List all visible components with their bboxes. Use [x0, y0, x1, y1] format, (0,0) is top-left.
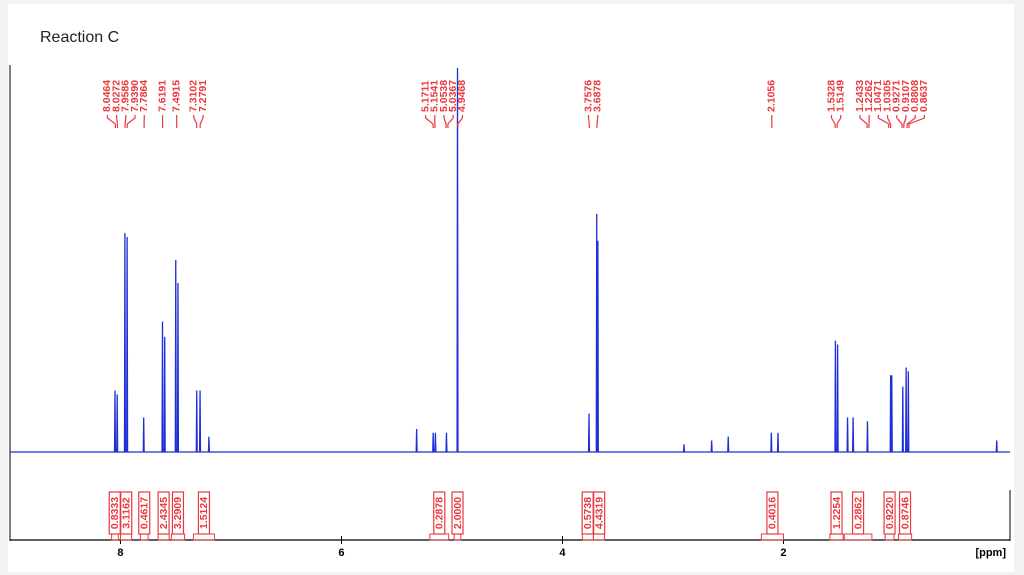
peak-label: 1.5149: [834, 80, 846, 112]
integral-box: [157, 491, 170, 535]
integral-box: [898, 491, 912, 535]
peak-leader: [903, 115, 907, 128]
peak-label: 4.9468: [456, 80, 468, 112]
peak-label: 7.9586: [120, 80, 132, 112]
peak-leader: [116, 115, 119, 128]
peak-label: 7.3102: [188, 80, 200, 112]
integral-label: 3.1162: [121, 497, 133, 529]
integral-box: [830, 491, 843, 535]
peak-leader: [859, 115, 868, 128]
peak-label: 3.6878: [592, 80, 604, 112]
peak-leader: [443, 115, 447, 128]
integral-label: 0.8333: [109, 497, 121, 529]
x-axis-label: [ppm]: [975, 547, 1006, 559]
integral-box: [138, 491, 151, 535]
chart-title: Reaction C: [40, 29, 119, 46]
peak-label: 7.9390: [129, 80, 141, 112]
peak-label: 2.1056: [766, 80, 778, 112]
peak-label: 0.9271: [891, 80, 903, 112]
x-tick-label: 4: [559, 547, 566, 559]
integral-label: 2.0000: [452, 497, 464, 529]
integral-box: [593, 491, 606, 535]
peak-label: 8.0464: [101, 80, 113, 112]
integral-box: [766, 491, 779, 535]
peak-leader: [457, 115, 463, 128]
integral-label: 0.2878: [434, 497, 446, 529]
peak-label: 5.0538: [438, 80, 450, 112]
peak-leader: [906, 115, 916, 128]
peak-leader: [447, 115, 454, 128]
peak-leader: [886, 115, 892, 128]
integral-box: [883, 491, 896, 535]
peak-label: 1.5328: [825, 80, 837, 112]
peak-label: 0.8637: [918, 80, 930, 112]
integral-label: 0.8746: [899, 497, 911, 529]
integral-label: 2.4345: [158, 497, 170, 529]
peak-leader: [836, 115, 842, 128]
peak-leader: [126, 115, 136, 128]
integral-box: [171, 491, 185, 535]
peak-label: 1.0305: [881, 80, 893, 112]
peak-label: 0.8808: [909, 80, 921, 112]
integral-box: [433, 491, 446, 535]
x-tick-label: 6: [338, 547, 344, 559]
integral-box: [197, 491, 211, 535]
peak-label: 7.7864: [138, 80, 150, 112]
integral-label: 0.5738: [582, 497, 594, 529]
integral-label: 3.2909: [172, 497, 184, 529]
integral-label: 1.2254: [831, 497, 843, 529]
peak-label: 5.0367: [447, 80, 459, 112]
peak-leader: [587, 115, 590, 128]
peak-label: 1.0471: [872, 80, 884, 112]
peak-label: 0.9107: [900, 80, 912, 112]
peak-label: 5.1541: [429, 80, 441, 112]
peak-leader: [877, 115, 890, 128]
peak-label: 8.0272: [110, 80, 122, 112]
integral-label: 0.4016: [767, 497, 779, 529]
peak-leader: [199, 115, 204, 128]
x-tick-label: 8: [117, 547, 123, 559]
peak-leader: [193, 115, 198, 128]
integral-label: 0.2862: [852, 497, 864, 529]
integral-label: 1.5124: [198, 497, 210, 529]
integral-label: 4.4319: [593, 497, 605, 529]
peak-label: 3.7576: [582, 80, 594, 112]
peak-leader: [896, 115, 903, 128]
peak-leader: [124, 115, 127, 128]
peak-label: 1.2433: [854, 80, 866, 112]
peak-leader: [908, 115, 925, 128]
peak-label: 1.2262: [863, 80, 875, 112]
peak-label: 7.6191: [156, 80, 168, 112]
peak-leader: [830, 115, 836, 128]
peak-leader: [424, 115, 434, 128]
peak-label: 5.1711: [419, 80, 431, 112]
peak-leader: [596, 115, 599, 128]
integral-label: 0.9220: [884, 497, 896, 529]
integral-box: [120, 491, 133, 535]
peak-leader: [106, 115, 116, 128]
integral-box: [451, 491, 464, 535]
integral-label: 0.4617: [139, 497, 151, 529]
x-tick-label: 2: [780, 547, 786, 559]
integral-box: [851, 491, 865, 535]
spectrum: [10, 67, 1010, 453]
peak-label: 7.4915: [170, 80, 182, 112]
peak-label: 7.2791: [197, 80, 209, 112]
